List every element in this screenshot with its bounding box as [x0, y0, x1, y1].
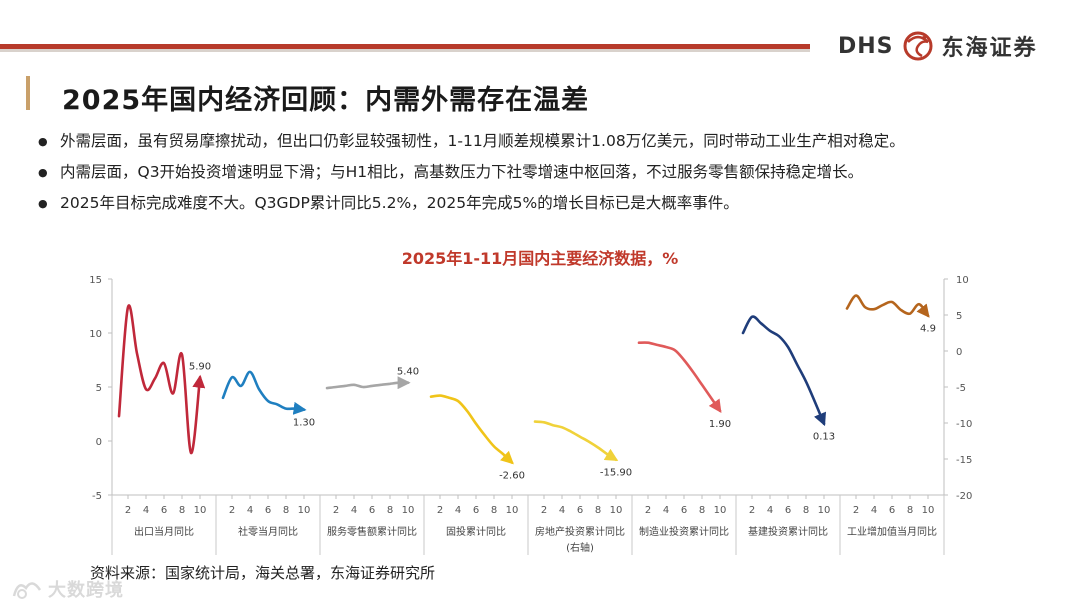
watermark-text: 大数跨境	[48, 580, 124, 601]
chart-title: 2025年1-11月国内主要经济数据，%	[401, 249, 679, 268]
page-title: 2025年国内经济回顾：内需外需存在温差	[62, 85, 590, 116]
brand-cn: 东海证券	[941, 36, 1038, 61]
left-axis-tick-label: 10	[89, 329, 102, 340]
series-name-label: 工业增加值当月同比	[847, 525, 937, 538]
left-axis-tick-label: -5	[92, 491, 102, 502]
series-end-label: 5.90	[189, 361, 211, 372]
x-axis-tick-label: 6	[681, 505, 687, 516]
x-axis-tick-label: 6	[161, 505, 167, 516]
x-axis-tick-label: 2	[541, 505, 547, 516]
series-name-label: 制造业投资累计同比	[639, 525, 729, 538]
x-axis-tick-label: 6	[889, 505, 895, 516]
series-end-label: 1.30	[293, 418, 315, 429]
x-axis-tick-label: 2	[333, 505, 339, 516]
series-end-label: 5.40	[397, 367, 419, 378]
series-line	[325, 376, 411, 390]
bullet-item: 2025年目标完成难度不大。Q3GDP累计同比5.2%，2025年完成5%的增长…	[38, 188, 1048, 219]
header-accent-bar	[0, 44, 810, 52]
x-axis-tick-label: 2	[853, 505, 859, 516]
x-axis-tick-label: 10	[714, 505, 727, 516]
x-axis-tick-label: 6	[577, 505, 583, 516]
series-line	[533, 420, 619, 462]
source-note: 资料来源：国家统计局，海关总署，东海证券研究所	[90, 564, 436, 582]
x-axis-tick-label: 6	[473, 505, 479, 516]
series-line	[741, 315, 827, 427]
series-name-label: 服务零售额累计同比	[327, 525, 417, 538]
x-axis-tick-label: 2	[229, 505, 235, 516]
x-axis-tick-label: 10	[402, 505, 415, 516]
right-axis-tick-label: 0	[956, 347, 962, 358]
bullet-item: 内需层面，Q3开始投资增速明显下滑；与H1相比，高基数压力下社零增速中枢回落，不…	[38, 157, 1048, 188]
x-axis-tick-label: 4	[663, 505, 669, 516]
x-axis-tick-label: 4	[767, 505, 773, 516]
series-name-label: 房地产投资累计同比	[535, 525, 625, 538]
series-line	[637, 341, 722, 413]
right-axis-tick-label: -5	[956, 383, 966, 394]
x-axis-tick-label: 6	[785, 505, 791, 516]
series-name-label: (右轴)	[566, 541, 594, 554]
watermark: 大数跨境	[10, 576, 124, 602]
series-name-label: 社零当月同比	[238, 525, 298, 538]
left-axis-tick-label: 0	[96, 437, 102, 448]
series-line	[221, 370, 307, 415]
bullet-item: 外需层面，虽有贸易摩擦扰动，但出口仍彰显较强韧性，1-11月顺差规模累计1.08…	[38, 126, 1048, 157]
x-axis-tick-label: 8	[387, 505, 393, 516]
x-axis-tick-label: 4	[351, 505, 357, 516]
x-axis-tick-label: 8	[283, 505, 289, 516]
dragon-emblem-icon	[903, 31, 933, 61]
series-end-label: 4.9	[920, 324, 936, 335]
x-axis-tick-label: 8	[595, 505, 601, 516]
left-axis-tick-label: 5	[96, 383, 102, 394]
series-name-label: 固投累计同比	[446, 525, 506, 538]
series-end-label: -2.60	[499, 471, 525, 482]
x-axis-tick-label: 10	[922, 505, 935, 516]
brand-logo: DHS 东海证券	[838, 24, 1038, 68]
series-name-label: 出口当月同比	[134, 525, 194, 538]
x-axis-tick-label: 8	[699, 505, 705, 516]
x-axis-tick-label: 10	[610, 505, 623, 516]
x-axis-tick-label: 6	[265, 505, 271, 516]
x-axis-tick-label: 4	[871, 505, 877, 516]
bullet-list: 外需层面，虽有贸易摩擦扰动，但出口仍彰显较强韧性，1-11月顺差规模累计1.08…	[38, 126, 1048, 219]
x-axis-tick-label: 10	[818, 505, 831, 516]
series-line	[845, 294, 930, 318]
x-axis-tick-label: 8	[907, 505, 913, 516]
x-axis-tick-label: 6	[369, 505, 375, 516]
title-accent	[26, 76, 30, 110]
series-end-label: -15.90	[600, 468, 632, 479]
x-axis-tick-label: 8	[179, 505, 185, 516]
watermark-logo-icon	[12, 582, 42, 599]
x-axis-tick-label: 2	[749, 505, 755, 516]
right-axis-tick-label: -10	[956, 419, 972, 430]
x-axis-tick-label: 4	[455, 505, 461, 516]
x-axis-tick-label: 4	[143, 505, 149, 516]
x-axis-tick-label: 4	[247, 505, 253, 516]
series-end-label: 1.90	[709, 419, 731, 430]
x-axis-tick-label: 10	[506, 505, 519, 516]
x-axis-tick-label: 2	[645, 505, 651, 516]
right-axis-tick-label: -15	[956, 455, 972, 466]
series-name-label: 基建投资累计同比	[748, 525, 828, 538]
brand-latin: DHS	[838, 33, 894, 59]
x-axis-tick-label: 8	[491, 505, 497, 516]
x-axis-tick-label: 2	[437, 505, 443, 516]
series-line	[429, 394, 514, 465]
x-axis-tick-label: 2	[125, 505, 131, 516]
right-axis-tick-label: -20	[956, 491, 972, 502]
series-line	[117, 304, 206, 455]
x-axis-tick-label: 10	[194, 505, 207, 516]
left-axis-tick-label: 15	[89, 275, 102, 286]
x-axis-tick-label: 10	[298, 505, 311, 516]
x-axis-tick-label: 8	[803, 505, 809, 516]
right-axis-tick-label: 10	[956, 275, 969, 286]
series-end-label: 0.13	[813, 432, 835, 443]
right-axis-tick-label: 5	[956, 311, 962, 322]
x-axis-tick-label: 4	[559, 505, 565, 516]
